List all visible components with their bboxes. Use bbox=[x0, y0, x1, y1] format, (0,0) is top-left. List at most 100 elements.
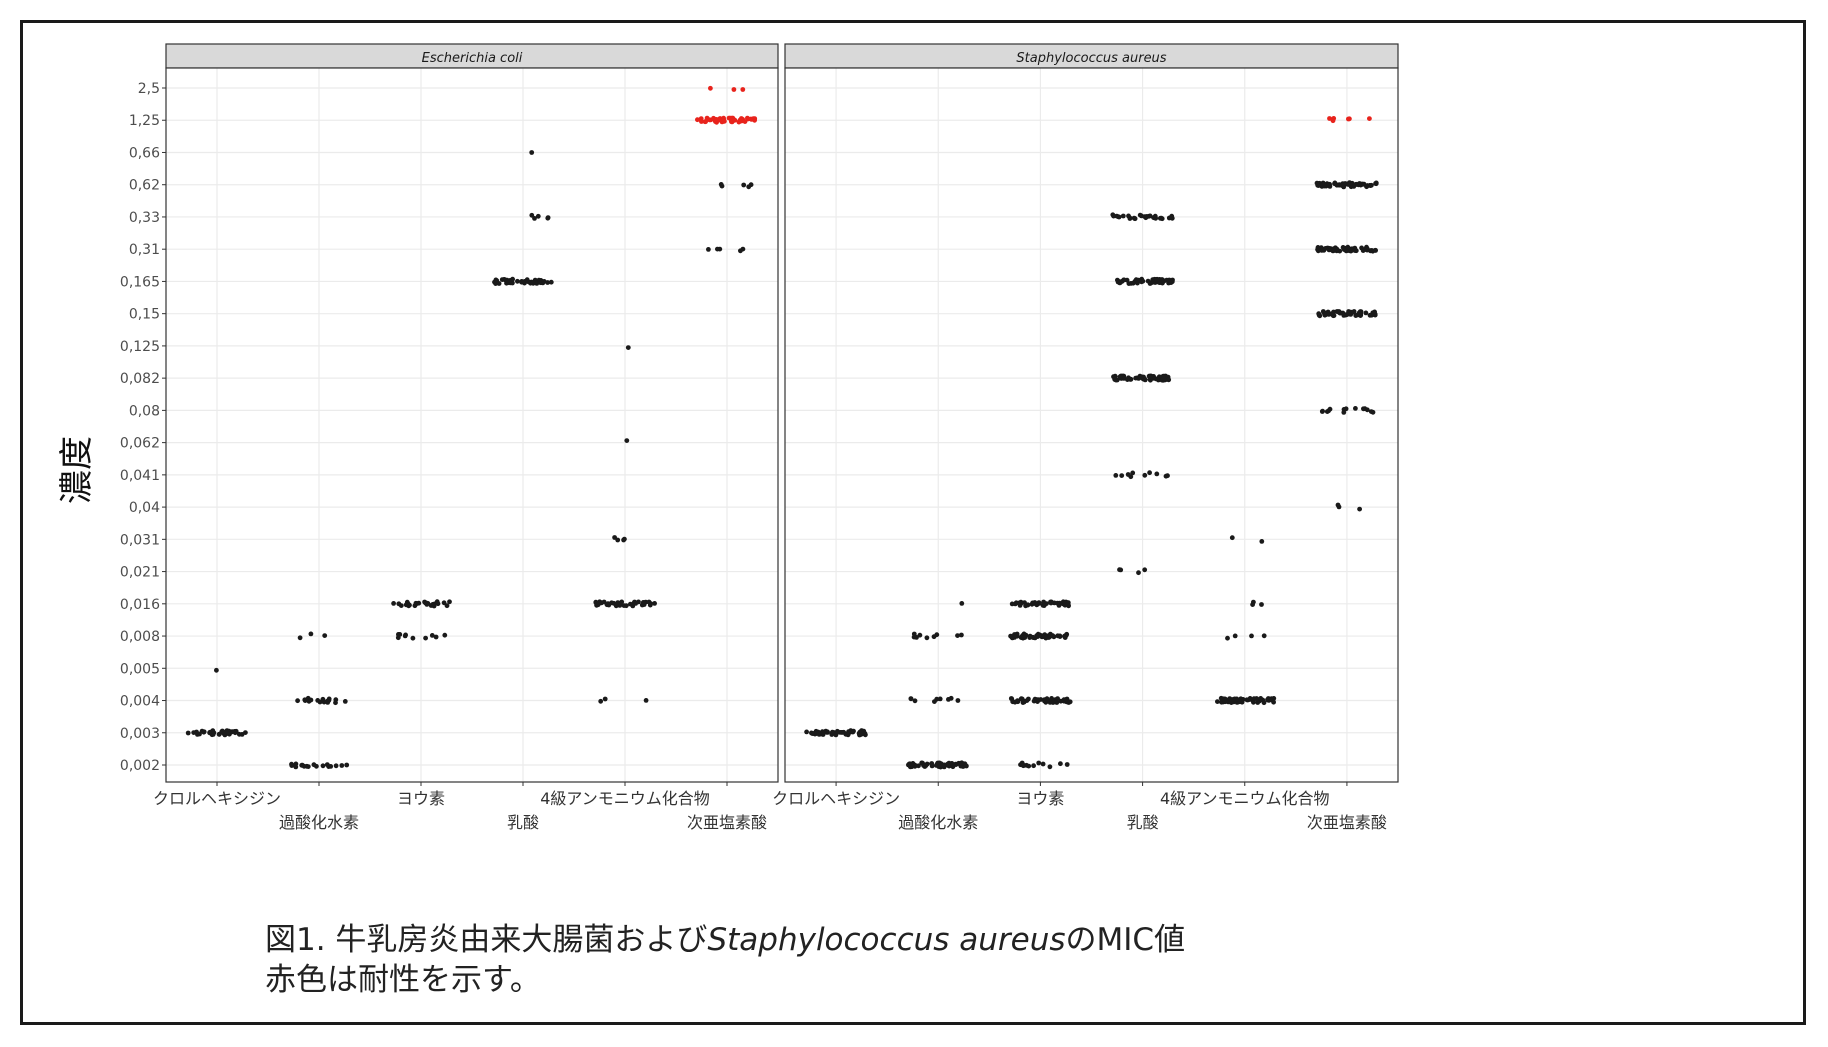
data-point bbox=[1322, 182, 1327, 188]
data-point bbox=[493, 277, 499, 283]
caption-line-1: 図1. 牛乳房炎由来大腸菌およびStaphylococcus aureusのMI… bbox=[265, 920, 1185, 960]
data-point bbox=[1018, 635, 1024, 640]
x-tick-label: 過酸化水素 bbox=[898, 813, 978, 832]
data-point bbox=[423, 635, 428, 641]
data-point bbox=[850, 729, 856, 735]
data-point bbox=[1232, 633, 1238, 639]
data-point bbox=[1353, 406, 1358, 411]
data-point-resistant bbox=[749, 117, 754, 122]
data-point bbox=[1154, 276, 1160, 282]
data-point bbox=[1043, 635, 1049, 641]
data-point bbox=[532, 280, 538, 285]
data-point bbox=[1336, 309, 1342, 314]
data-point bbox=[1144, 214, 1150, 219]
data-point bbox=[435, 601, 441, 607]
data-point bbox=[1247, 696, 1253, 701]
data-point bbox=[442, 632, 448, 638]
data-point bbox=[715, 246, 720, 252]
y-tick-label: 0,041 bbox=[120, 468, 160, 484]
data-point-resistant bbox=[1346, 116, 1351, 122]
x-tick-label: クロルヘキシジン bbox=[153, 789, 281, 808]
data-point bbox=[1165, 473, 1170, 479]
data-point bbox=[1111, 374, 1116, 380]
data-point bbox=[1341, 410, 1347, 415]
data-point bbox=[1057, 600, 1062, 606]
data-point bbox=[830, 729, 835, 735]
caption-species: Staphylococcus aureus bbox=[707, 922, 1066, 958]
data-point bbox=[1315, 248, 1321, 254]
data-point bbox=[185, 730, 191, 736]
data-point bbox=[1118, 279, 1123, 285]
data-point bbox=[1357, 506, 1362, 512]
data-point bbox=[845, 731, 850, 737]
data-point bbox=[1130, 280, 1136, 286]
data-point-resistant bbox=[739, 116, 744, 121]
data-point bbox=[1249, 633, 1254, 639]
data-point bbox=[1055, 633, 1061, 639]
data-point bbox=[1259, 602, 1264, 607]
data-point bbox=[522, 279, 528, 284]
y-tick-label: 0,002 bbox=[120, 758, 160, 774]
data-point bbox=[1159, 278, 1165, 284]
data-point bbox=[859, 731, 865, 737]
data-point bbox=[1061, 697, 1067, 703]
data-point bbox=[1110, 212, 1116, 218]
data-point bbox=[1352, 248, 1358, 254]
data-point bbox=[1269, 696, 1274, 702]
data-point bbox=[1371, 311, 1377, 316]
panel-border bbox=[165, 67, 779, 783]
y-tick-label: 0,31 bbox=[129, 242, 160, 258]
data-point bbox=[602, 696, 608, 702]
data-point bbox=[1142, 377, 1148, 383]
data-point bbox=[344, 762, 350, 768]
y-tick-label: 1,25 bbox=[129, 113, 160, 129]
data-point bbox=[295, 698, 300, 704]
data-point bbox=[1156, 377, 1161, 383]
data-point bbox=[322, 633, 328, 638]
y-tick-label: 0,66 bbox=[129, 145, 160, 161]
data-point bbox=[1120, 213, 1126, 219]
data-point bbox=[1026, 763, 1032, 769]
y-tick-label: 0,031 bbox=[120, 532, 160, 548]
data-point bbox=[1045, 698, 1050, 704]
data-point bbox=[1364, 407, 1370, 413]
data-point bbox=[1041, 599, 1046, 605]
data-point bbox=[647, 602, 653, 608]
data-point-resistant bbox=[727, 115, 733, 121]
data-point bbox=[428, 603, 434, 608]
data-point bbox=[1315, 182, 1321, 188]
data-point bbox=[201, 729, 207, 735]
data-point bbox=[1154, 471, 1160, 477]
data-point bbox=[1251, 696, 1257, 702]
data-point bbox=[908, 761, 914, 767]
data-point bbox=[1116, 214, 1122, 220]
y-tick-label: 0,33 bbox=[129, 210, 160, 226]
data-point bbox=[1360, 248, 1366, 254]
data-point bbox=[615, 537, 621, 543]
facet-title: Staphylococcus aureus bbox=[1016, 51, 1166, 66]
data-point bbox=[741, 182, 747, 188]
data-point bbox=[1137, 212, 1143, 218]
data-point bbox=[820, 730, 825, 736]
data-point bbox=[515, 278, 520, 284]
data-point bbox=[931, 634, 937, 640]
data-point bbox=[1157, 215, 1163, 221]
data-point bbox=[1048, 632, 1053, 638]
data-point bbox=[1351, 309, 1357, 315]
data-point bbox=[936, 764, 942, 769]
data-point bbox=[1340, 245, 1346, 250]
x-tick-label: 乳酸 bbox=[1127, 813, 1159, 832]
data-point bbox=[1261, 700, 1267, 706]
data-point bbox=[1322, 312, 1328, 318]
data-point bbox=[1065, 698, 1071, 704]
data-point bbox=[959, 601, 965, 606]
data-point bbox=[1169, 279, 1175, 285]
data-point bbox=[1160, 377, 1166, 383]
data-point bbox=[1261, 633, 1267, 639]
data-point bbox=[1363, 310, 1369, 316]
data-point bbox=[937, 760, 942, 766]
data-point bbox=[308, 631, 314, 637]
data-point bbox=[493, 281, 498, 286]
data-point bbox=[194, 729, 199, 735]
data-point-resistant bbox=[1330, 118, 1336, 124]
